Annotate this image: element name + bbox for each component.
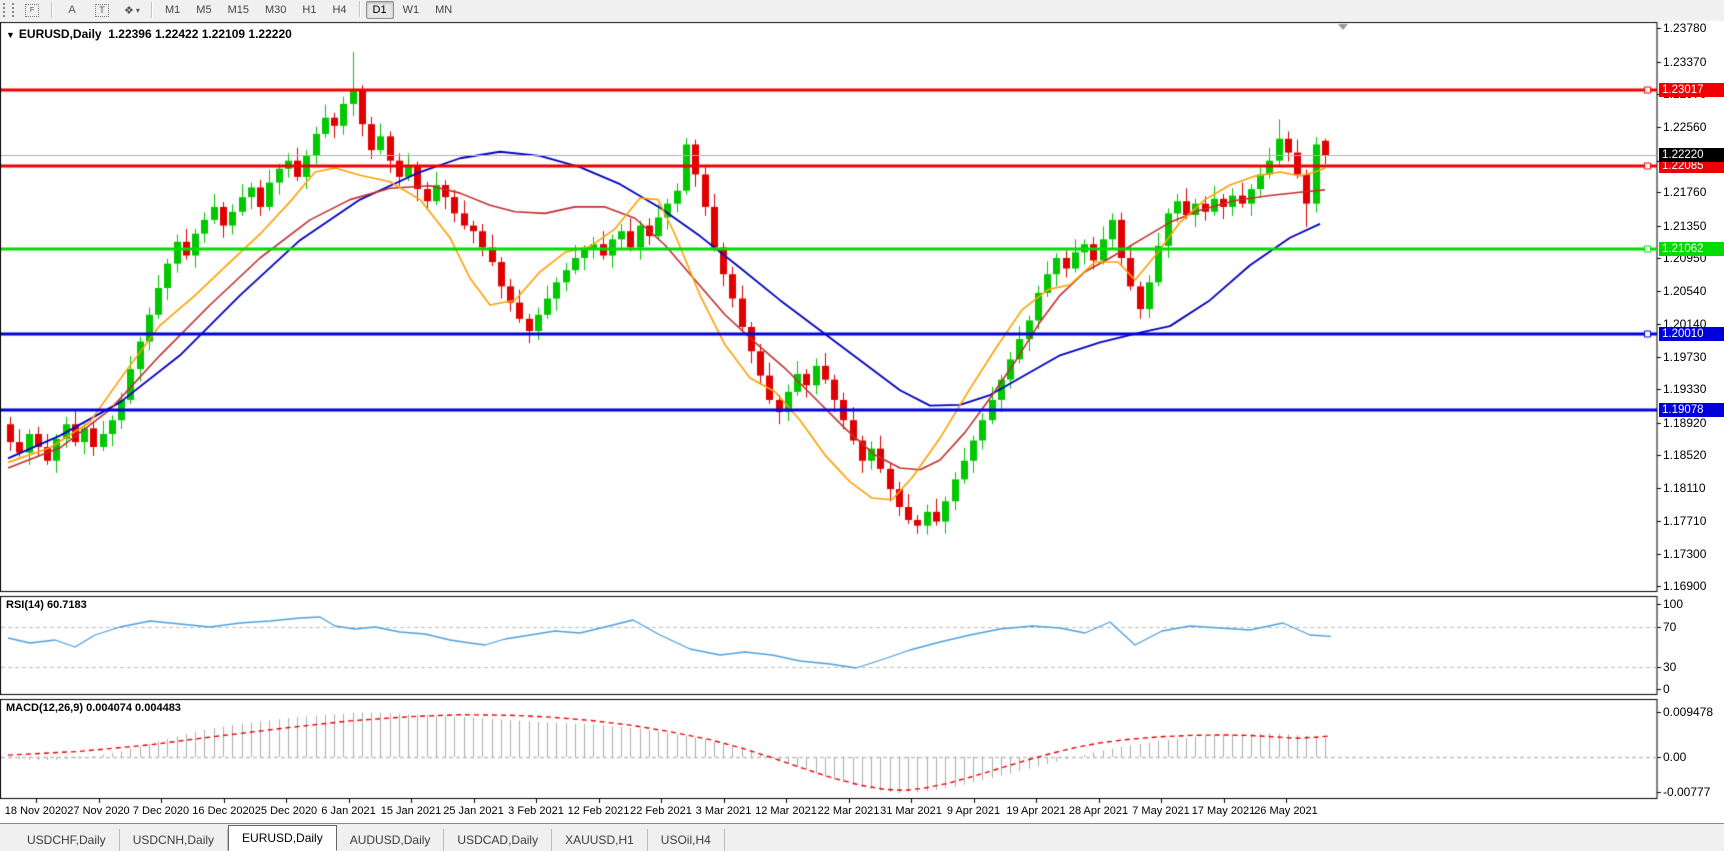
symbol-tab-audusd[interactable]: AUDUSD,Daily xyxy=(337,829,445,851)
symbol-tab-usdcad[interactable]: USDCAD,Daily xyxy=(444,829,553,851)
symbol-tab-xauusd[interactable]: XAUUSD,H1 xyxy=(552,829,648,851)
symbol-tab-bar: USDCHF,Daily USDCNH,Daily EURUSD,Daily AUDU… xyxy=(0,823,1724,851)
symbol-tab-usdcnh[interactable]: USDCNH,Daily xyxy=(120,829,229,851)
symbol-tab-usoil[interactable]: USOil,H4 xyxy=(648,829,725,851)
symbol-tab-usdchf[interactable]: USDCHF,Daily xyxy=(14,829,120,851)
symbol-tab-eurusd[interactable]: EURUSD,Daily xyxy=(228,825,337,851)
